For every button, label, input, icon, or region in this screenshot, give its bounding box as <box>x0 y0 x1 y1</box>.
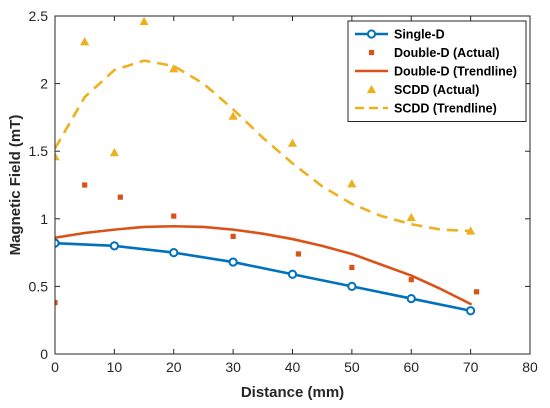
series-layer <box>55 16 480 316</box>
legend-label: Single-D <box>394 28 445 42</box>
data-point <box>228 257 238 267</box>
data-point <box>466 306 476 316</box>
x-tick-label: 60 <box>403 359 419 375</box>
series-line <box>55 59 471 233</box>
data-point <box>406 212 416 222</box>
data-point <box>109 147 119 157</box>
data-point <box>80 37 90 46</box>
data-point <box>230 233 236 239</box>
legend-marker <box>368 49 375 56</box>
x-axis-title: Distance (mm) <box>241 384 344 401</box>
legend-entry: SCDD (Actual) <box>366 83 479 97</box>
x-tick-label: 40 <box>285 359 301 375</box>
y-tick-label: 0 <box>40 346 48 362</box>
data-point <box>287 138 298 147</box>
y-axis-title: Magnetic Field (mT) <box>7 115 24 256</box>
data-point <box>473 289 480 295</box>
series-1 <box>55 182 480 306</box>
legend-marker <box>366 84 377 94</box>
data-point <box>169 248 179 258</box>
x-tick-label: 0 <box>51 359 59 375</box>
legend-label: Double-D (Actual) <box>394 46 500 60</box>
data-point <box>287 269 298 279</box>
legend-entry: Single-D <box>355 28 445 42</box>
legend-entry: SCDD (Trendline) <box>355 102 497 116</box>
data-point <box>55 152 60 161</box>
legend-entry: Double-D (Actual) <box>368 46 500 60</box>
data-point <box>295 251 302 257</box>
x-tick-label: 20 <box>166 359 182 375</box>
x-tick-label: 50 <box>344 359 360 375</box>
data-point <box>82 182 88 188</box>
data-point <box>349 264 355 271</box>
data-point <box>408 277 414 283</box>
series-2 <box>55 224 472 306</box>
data-point <box>406 293 416 304</box>
legend-marker <box>366 29 377 39</box>
series-0 <box>55 238 476 316</box>
x-tick-label: 80 <box>522 359 538 375</box>
data-point <box>55 300 58 306</box>
y-tick-label: 2.5 <box>29 8 49 24</box>
x-tick-label: 30 <box>225 359 241 375</box>
data-point <box>171 213 177 219</box>
legend-label: Double-D (Trendline) <box>394 65 517 79</box>
axes-layer: 0 10 20 30 40 50 60 70 80 0 0.5 1 1.5 2 2.5 <box>29 8 538 375</box>
y-tick-label: 1 <box>40 211 48 227</box>
y-tick-label: 2 <box>40 76 48 92</box>
legend: Single-D Double-D (Actual) Double-D (Trend… <box>347 20 527 122</box>
x-tick-label: 10 <box>107 359 123 375</box>
data-point <box>117 194 123 200</box>
series-4 <box>55 59 471 233</box>
data-point <box>228 111 238 120</box>
data-point <box>109 241 119 251</box>
data-point <box>169 64 179 73</box>
legend-entry: Double-D (Trendline) <box>355 65 517 79</box>
series-line <box>55 224 472 306</box>
y-tick-label: 1.5 <box>29 143 49 159</box>
x-tick-label: 70 <box>463 359 479 375</box>
legend-label: SCDD (Trendline) <box>394 102 497 116</box>
legend-label: SCDD (Actual) <box>394 83 479 97</box>
data-point <box>139 16 149 26</box>
data-point <box>347 179 357 188</box>
series-line <box>55 241 472 313</box>
data-point <box>347 281 357 291</box>
y-tick-label: 0.5 <box>29 278 49 294</box>
